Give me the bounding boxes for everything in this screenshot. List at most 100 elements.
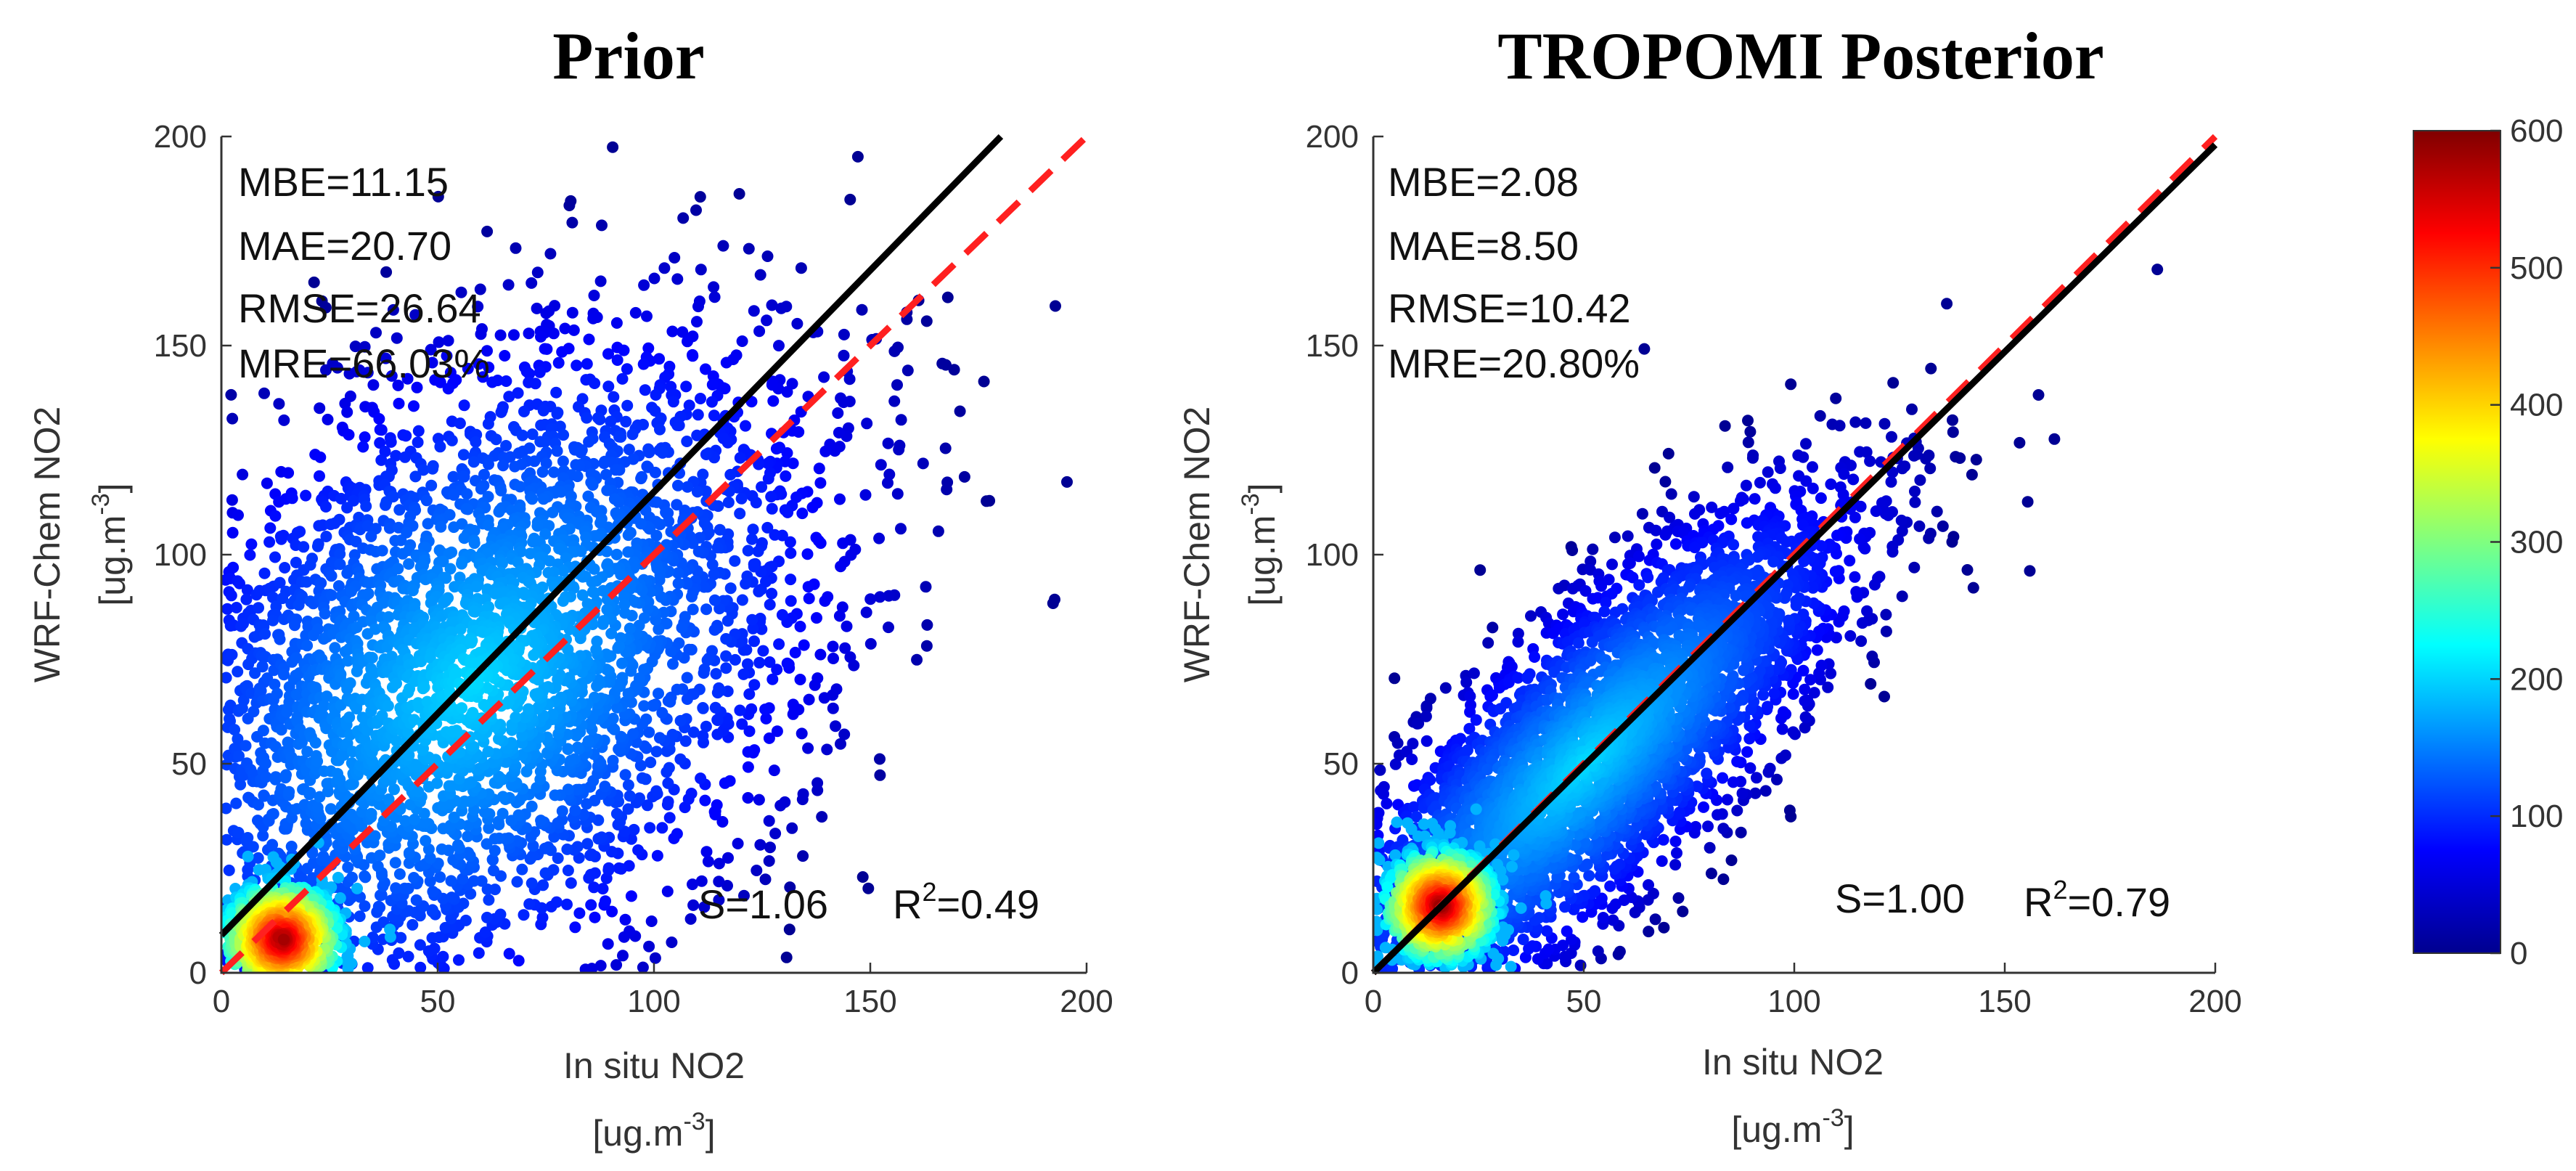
data-point [499,350,511,362]
data-point [1389,672,1401,685]
data-point [1807,461,1818,473]
data-point [409,759,422,771]
data-point [422,518,434,530]
data-point [875,459,887,471]
data-point [660,506,672,518]
data-point [722,497,735,508]
data-point [557,429,570,441]
data-point [1925,362,1937,375]
data-point [541,343,553,355]
data-point [232,666,244,678]
data-point [1731,804,1743,817]
data-point [516,730,528,742]
data-point [679,735,692,747]
data-point [2151,264,2164,276]
data-point [420,494,433,507]
data-point [701,654,713,666]
data-point [1844,555,1856,567]
data-point [811,777,824,789]
data-point [496,791,509,803]
data-point [317,879,330,891]
data-point [586,479,599,491]
data-point [253,602,264,614]
data-point [1847,473,1860,486]
data-point [587,312,600,325]
data-point [478,698,490,711]
data-point [453,954,465,966]
data-point [1542,943,1555,955]
data-point [443,547,455,560]
data-point [667,396,679,408]
x-tick-label: 50 [420,984,456,1019]
data-point [1906,403,1918,415]
data-point [638,700,650,712]
data-point [1558,950,1571,963]
data-point [526,277,538,289]
data-point [1799,695,1811,707]
data-point [941,291,954,303]
data-point [226,412,239,425]
data-point [713,894,725,906]
data-point [1814,409,1826,422]
data-point [698,901,711,913]
data-point [694,191,706,203]
data-point [547,327,560,340]
data-point [597,883,609,895]
data-point [920,315,933,327]
data-point [488,844,501,857]
chart-title: TROPOMI Posterior [1497,19,2103,93]
data-point [1886,431,1897,443]
data-point [1406,754,1418,765]
data-point [720,662,732,674]
data-point [260,771,272,783]
data-point [1937,520,1949,532]
data-point [844,193,856,205]
data-point [650,389,662,401]
data-point [1931,505,1943,518]
data-point [414,939,426,951]
data-point [308,276,320,288]
data-point [1651,538,1663,550]
data-point [233,750,245,762]
data-point [488,865,499,877]
data-point [861,417,873,430]
data-point [711,799,723,811]
data-point [883,589,895,602]
data-point [450,725,462,737]
data-point [1856,617,1868,629]
data-point [434,871,446,884]
data-point [360,500,372,513]
data-point [347,778,359,790]
data-point [393,504,406,516]
data-point [459,795,471,807]
data-point [651,562,663,574]
data-point [301,746,314,758]
data-point [681,693,693,705]
data-point [359,431,371,444]
data-point [1391,737,1404,749]
data-point [512,556,524,568]
data-point [311,540,324,552]
data-point [403,846,415,859]
data-point [1649,913,1661,926]
data-point [399,451,411,463]
data-point [461,488,473,500]
data-point [325,589,338,601]
data-point [636,772,648,784]
data-point [267,851,279,863]
data-point [561,843,573,855]
data-point [1662,447,1675,460]
data-point [583,333,595,346]
data-point [1769,482,1781,494]
data-point [802,742,814,754]
data-point [224,715,236,727]
data-point [700,449,712,460]
data-point [496,807,509,820]
data-point [393,397,405,409]
data-point [1597,912,1609,923]
data-point [581,798,593,810]
data-point [802,581,814,593]
data-point [621,363,633,375]
data-point [709,701,721,714]
data-point [442,383,454,395]
